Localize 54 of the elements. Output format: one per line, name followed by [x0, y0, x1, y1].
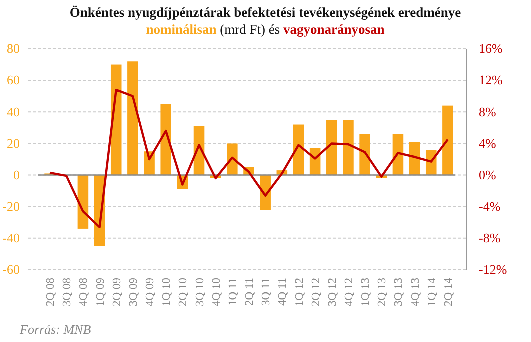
- x-tick-label: 1Q 12: [294, 278, 306, 306]
- x-tick-label: 2Q 12: [310, 278, 322, 306]
- chart-subtitle: (mrd Ft) és: [220, 22, 280, 37]
- x-tick-label: 1Q 13: [360, 278, 372, 306]
- x-tick-label: 4Q 09: [144, 278, 157, 306]
- x-tick-label: 1Q 14: [426, 278, 438, 306]
- bar: [442, 106, 454, 176]
- x-tick-label: 1Q 10: [161, 278, 174, 306]
- y-tick-label: -20: [2, 199, 20, 214]
- bar: [160, 104, 172, 176]
- series-label: nominálisan: [146, 22, 220, 37]
- x-tick-label: 3Q 13: [393, 278, 406, 306]
- x-tick-label: 3Q 12: [326, 278, 339, 306]
- text: vagyonarányosan: [280, 22, 386, 37]
- x-tick-label: 4Q 12: [344, 278, 356, 306]
- x-tick-label: 3Q 10: [194, 278, 206, 306]
- y2-tick-label: -4%: [479, 199, 501, 214]
- bar: [343, 120, 354, 176]
- y-tick-label: 40: [7, 104, 20, 120]
- x-tick-label: 2Q 09: [111, 278, 124, 306]
- y-tick-label: 20: [7, 136, 20, 151]
- y2-tick-label: 8%: [479, 104, 496, 120]
- bar: [128, 62, 138, 176]
- x-tick-label: 1Q 11: [227, 278, 240, 306]
- y-tick-label: 60: [7, 72, 20, 88]
- y-tick-label: -40: [2, 230, 20, 246]
- x-tick-label: 2Q 14: [442, 278, 455, 306]
- y2-tick-label: 4%: [479, 136, 496, 151]
- text: Forrás: MNB: [19, 322, 92, 337]
- x-tick-label: 3Q 08: [62, 278, 74, 306]
- x-tick-label: 2Q 10: [178, 278, 190, 306]
- line-series: [48, 88, 450, 228]
- bar: [110, 64, 122, 176]
- x-tick-label: 2Q 11: [244, 278, 256, 306]
- y2-tick-label: 16%: [479, 41, 503, 56]
- y2-tick-label: -12%: [479, 262, 508, 278]
- x-tick-label: 4Q 10: [210, 278, 223, 306]
- y-tick-label: 80: [7, 41, 20, 56]
- bar: [326, 120, 338, 176]
- y2-tick-label: 0%: [479, 167, 496, 182]
- x-tick-label: 4Q 13: [410, 278, 422, 306]
- bar: [360, 134, 370, 176]
- y-tick-label: -60: [2, 262, 20, 278]
- x-tick-label: 4Q 11: [277, 278, 290, 306]
- x-tick-label: 1Q 09: [94, 278, 107, 306]
- y2-tick-label: 12%: [479, 72, 503, 88]
- x-tick-label: 3Q 11: [260, 278, 273, 306]
- chart-title: Önkéntes nyugdíjpénztárak befektetési tevékenységének eredménye: [70, 5, 462, 20]
- y-tick-label: 0: [14, 167, 20, 182]
- x-tick-label: 2Q 13: [376, 278, 389, 306]
- y2-tick-label: -8%: [479, 230, 501, 246]
- x-tick-label: 3Q 09: [128, 278, 140, 306]
- x-tick-label: 4Q 08: [78, 278, 90, 306]
- x-tick-label: 2Q 08: [45, 278, 58, 306]
